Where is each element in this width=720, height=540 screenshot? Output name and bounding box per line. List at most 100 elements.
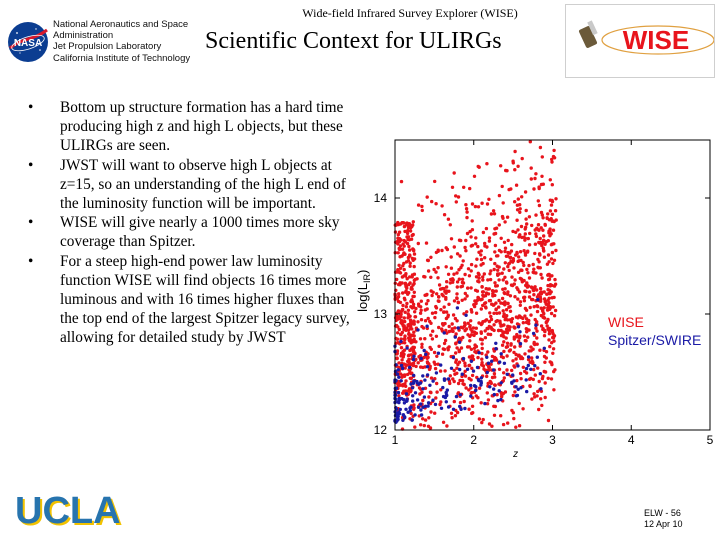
wise-point: [538, 295, 542, 299]
wise-point: [550, 328, 554, 333]
wise-point: [538, 236, 542, 241]
wise-point: [547, 260, 551, 264]
spitzer-point: [421, 405, 425, 409]
wise-point: [449, 266, 454, 270]
wise-point: [431, 290, 435, 294]
wise-point: [397, 327, 401, 332]
wise-point: [442, 286, 446, 291]
wise-point: [508, 305, 512, 309]
wise-point: [549, 377, 554, 381]
wise-point: [469, 391, 473, 395]
wise-point: [498, 319, 502, 323]
spitzer-point: [428, 383, 432, 387]
wise-point: [456, 195, 461, 199]
wise-point: [536, 228, 541, 232]
wise-point: [402, 362, 406, 366]
wise-point: [426, 316, 430, 321]
spitzer-point: [439, 406, 444, 410]
wise-point: [402, 327, 406, 332]
wise-point: [501, 278, 505, 282]
wise-point: [539, 210, 544, 215]
wise-point: [423, 418, 428, 422]
bullet-text: JWST will want to observe high L objects…: [60, 156, 346, 213]
wise-point: [520, 156, 524, 161]
wise-point: [523, 232, 527, 236]
wise-point: [436, 266, 440, 270]
wise-point: [477, 280, 481, 284]
spitzer-point: [499, 381, 503, 385]
wise-point: [503, 291, 507, 296]
wise-point: [436, 276, 440, 280]
wise-point: [474, 236, 478, 240]
wise-point: [499, 414, 503, 418]
wise-point: [399, 179, 404, 184]
wise-point: [500, 184, 504, 189]
wise-point: [471, 326, 476, 330]
wise-point: [476, 244, 480, 249]
wise-point: [430, 293, 434, 298]
wise-point: [489, 362, 493, 366]
wise-point: [440, 204, 444, 208]
y-axis-label-close: ): [355, 270, 370, 274]
wise-point: [523, 190, 528, 194]
wise-point: [424, 302, 429, 306]
wise-point: [441, 347, 445, 351]
wise-point: [481, 230, 486, 235]
wise-point: [405, 389, 409, 393]
wise-point: [513, 345, 517, 349]
wise-point: [494, 301, 498, 305]
bullet-dot: •: [28, 214, 34, 232]
spitzer-point: [456, 326, 460, 330]
org-line: California Institute of Technology: [53, 52, 191, 64]
wise-point: [536, 304, 540, 309]
wise-point: [470, 219, 474, 223]
wise-point: [408, 335, 412, 339]
wise-point: [553, 277, 557, 282]
wise-point: [519, 224, 524, 229]
wise-point: [396, 233, 400, 237]
spitzer-point: [469, 359, 474, 363]
wise-point: [547, 277, 552, 281]
wise-point: [546, 306, 550, 310]
wise-point: [492, 267, 496, 272]
wise-point: [500, 343, 505, 347]
wise-point: [412, 278, 416, 283]
wise-point: [533, 342, 537, 347]
wise-point: [492, 212, 497, 216]
spitzer-point: [396, 368, 400, 372]
wise-point: [470, 354, 474, 358]
wise-point: [529, 177, 533, 181]
wise-point: [516, 287, 520, 292]
wise-point: [398, 255, 402, 259]
spitzer-point: [458, 404, 462, 409]
spitzer-point: [499, 352, 503, 356]
spitzer-point: [408, 406, 412, 410]
wise-point: [465, 294, 469, 298]
wise-point: [403, 310, 407, 314]
spitzer-point: [394, 407, 399, 411]
wise-point: [442, 213, 447, 217]
wise-point: [447, 289, 451, 293]
wise-point: [444, 265, 448, 269]
wise-point: [523, 238, 527, 242]
wise-point: [396, 299, 401, 304]
wise-point: [544, 320, 548, 325]
wise-point: [469, 378, 473, 382]
spitzer-point: [479, 383, 483, 387]
bullet-item: • JWST will want to observe high L object…: [28, 156, 358, 214]
spitzer-point: [396, 416, 400, 420]
wise-point: [442, 341, 447, 346]
wise-point: [487, 422, 492, 426]
wise-point: [406, 308, 411, 312]
wise-point: [515, 208, 520, 212]
wise-point: [551, 332, 555, 336]
wise-point: [396, 317, 400, 321]
wise-point: [539, 306, 543, 310]
wise-point: [514, 357, 518, 361]
y-tick-label: 13: [374, 307, 388, 321]
wise-point: [485, 162, 489, 166]
wise-point: [465, 210, 469, 214]
wise-point: [539, 226, 543, 230]
wise-point: [524, 217, 528, 221]
wise-point: [438, 287, 443, 291]
